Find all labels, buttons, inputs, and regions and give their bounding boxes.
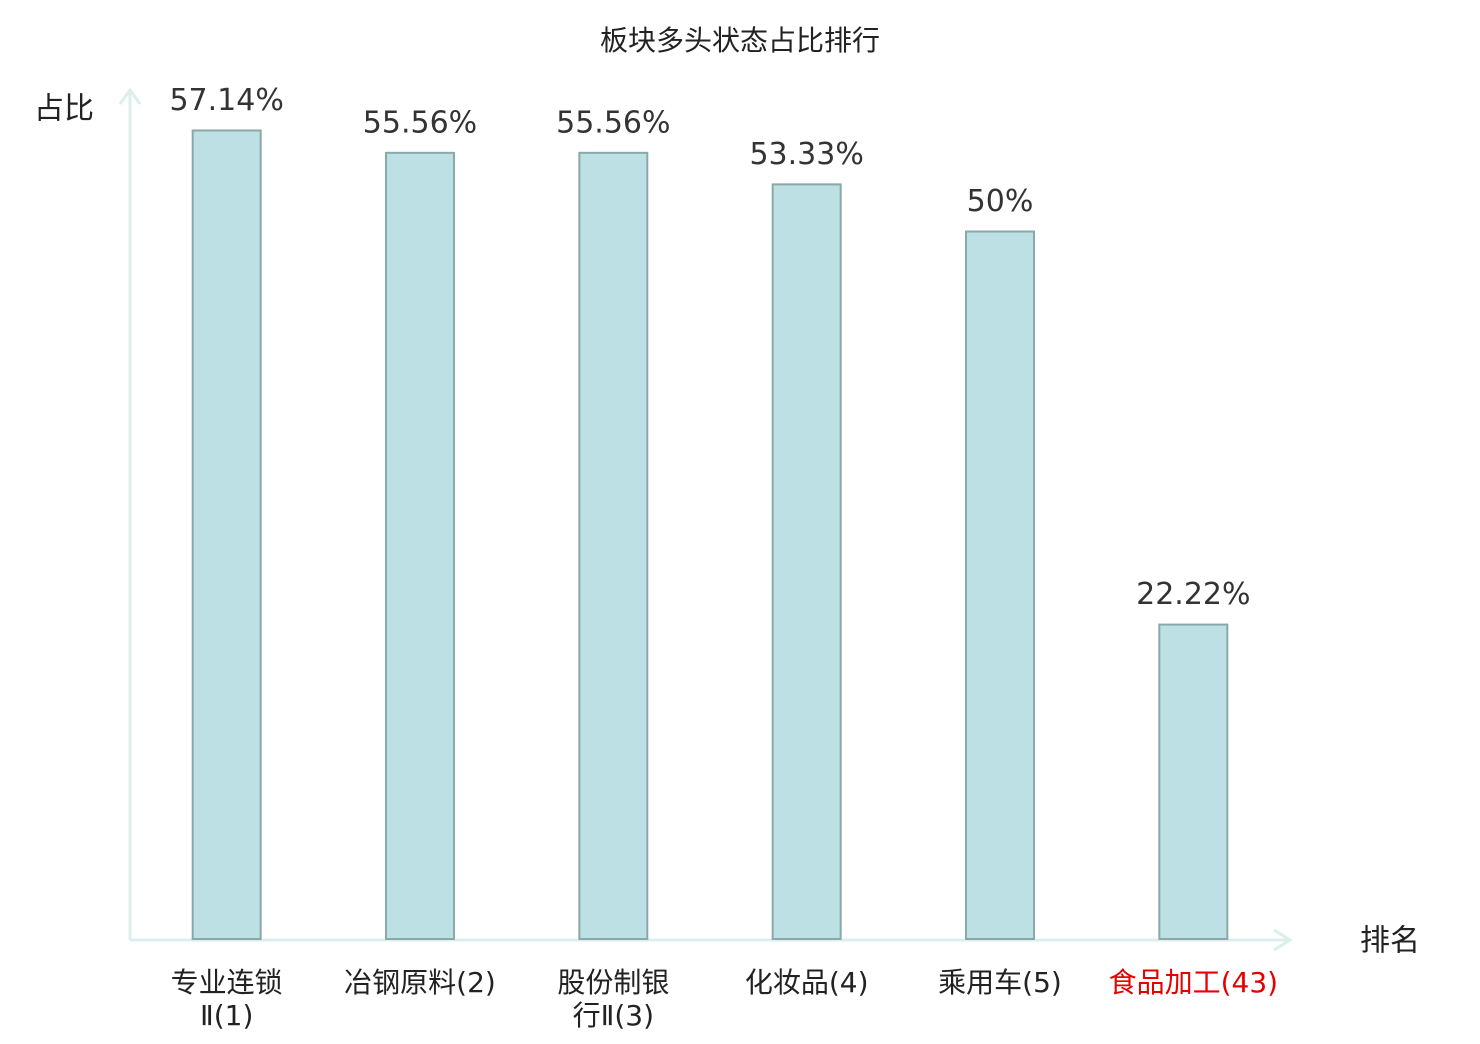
value-label: 50% xyxy=(967,184,1034,219)
value-label: 57.14% xyxy=(169,83,283,118)
x-tick-label: 食品加工(43) xyxy=(1109,966,1278,999)
bar xyxy=(191,129,262,940)
x-tick-label: 乘用车(5) xyxy=(938,966,1062,999)
y-axis-arrow xyxy=(118,87,142,105)
bar xyxy=(1158,623,1229,940)
x-axis-label: 排名 xyxy=(1360,924,1420,959)
x-tick-label: 冶钢原料(2) xyxy=(344,966,496,999)
bar xyxy=(385,151,455,941)
axes xyxy=(118,87,1293,952)
bar xyxy=(771,183,842,940)
value-label: 22.22% xyxy=(1136,577,1250,612)
value-label: 55.56% xyxy=(556,105,670,140)
x-tick-label: 股份制银行Ⅱ(3) xyxy=(557,966,669,1032)
chart-title: 板块多头状态占比排行 xyxy=(600,24,880,57)
y-axis-label: 占比 xyxy=(34,92,94,127)
value-label: 53.33% xyxy=(749,137,863,172)
value-label: 55.56% xyxy=(363,105,477,140)
bar xyxy=(578,151,649,941)
bar xyxy=(965,230,1035,940)
x-tick-label: 化妆品(4) xyxy=(745,966,869,999)
x-tick-label: 专业连锁 Ⅱ(1) xyxy=(171,966,283,1032)
x-axis-arrow xyxy=(1273,928,1293,952)
